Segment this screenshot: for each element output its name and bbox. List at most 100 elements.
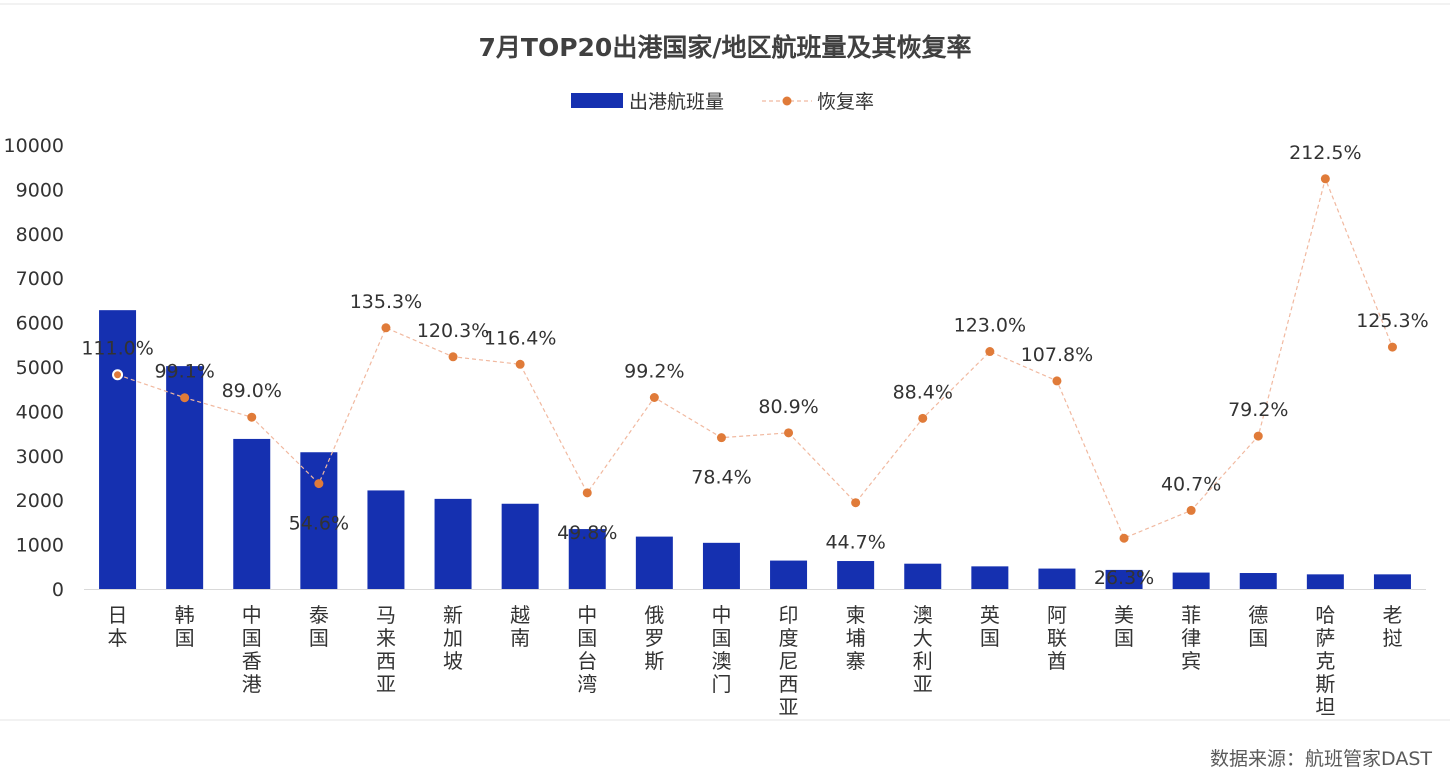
bar: [971, 566, 1009, 589]
recovery-rate-point: [918, 413, 928, 423]
bar: [837, 561, 875, 589]
bar: [99, 310, 137, 589]
recovery-rate-label: 78.4%: [691, 467, 751, 489]
bar: [434, 498, 472, 589]
recovery-rate-line: [117, 176, 1394, 540]
chart-title: 7月TOP20出港国家/地区航班量及其恢复率: [479, 33, 972, 62]
x-category-label: 俄罗斯: [644, 603, 664, 673]
bar: [770, 560, 808, 589]
x-category-label: 中国澳门: [711, 603, 731, 696]
recovery-rate-point: [314, 479, 324, 489]
recovery-rate-point: [784, 428, 794, 438]
x-category-label: 德国: [1248, 603, 1268, 650]
bar: [233, 438, 271, 589]
y-tick-label: 4000: [16, 401, 64, 423]
bar: [1373, 574, 1411, 589]
y-tick-label: 5000: [16, 357, 64, 379]
recovery-rate-label: 44.7%: [825, 532, 885, 554]
recovery-rate-label: 89.0%: [222, 380, 282, 402]
recovery-rate-label: 49.8%: [557, 522, 617, 544]
recovery-rate-label: 99.1%: [154, 361, 214, 383]
x-category-label: 哈萨克斯坦: [1315, 603, 1335, 719]
x-category-label: 泰国: [309, 603, 329, 650]
recovery-rate-label: 212.5%: [1289, 142, 1361, 164]
recovery-rate-point: [1320, 174, 1330, 184]
recovery-rate-point: [582, 488, 592, 498]
x-category-label: 阿联酋: [1047, 603, 1067, 673]
recovery-rate-point: [985, 347, 995, 357]
x-category-label: 新加坡: [443, 603, 463, 673]
y-tick-label: 2000: [16, 490, 64, 512]
recovery-rate-label: 107.8%: [1021, 344, 1093, 366]
bar: [300, 452, 338, 589]
recovery-rate-label: 125.3%: [1356, 310, 1428, 332]
recovery-rate-point: [1186, 505, 1196, 515]
y-tick-label: 7000: [16, 268, 64, 290]
x-category-label: 菲律宾: [1181, 603, 1201, 673]
x-category-label: 印度尼西亚: [779, 603, 799, 719]
recovery-rate-label: 135.3%: [350, 291, 422, 313]
recovery-rate-label: 120.3%: [417, 320, 489, 342]
recovery-rate-point: [1387, 342, 1397, 352]
bar: [501, 503, 539, 589]
recovery-rate-point: [851, 498, 861, 508]
recovery-rate-point: [1253, 431, 1263, 441]
source-note: 数据来源：航班管家DAST: [1210, 748, 1432, 770]
bar: [1105, 569, 1143, 589]
recovery-rate-label: 111.0%: [81, 338, 153, 360]
legend-bar-label: 出港航班量: [629, 91, 724, 113]
recovery-rate-point: [716, 433, 726, 443]
recovery-rate-point: [1119, 533, 1129, 543]
x-category-label: 英国: [980, 603, 1000, 650]
y-tick-label: 0: [52, 579, 64, 601]
recovery-rate-point: [180, 393, 190, 403]
recovery-rate-label: 99.2%: [624, 361, 684, 383]
bar: [1306, 574, 1344, 589]
recovery-rate-label: 88.4%: [893, 381, 953, 403]
x-category-label: 澳大利亚: [913, 603, 933, 696]
y-tick-label: 6000: [16, 313, 64, 335]
bar: [166, 366, 204, 589]
legend-point-swatch: [782, 96, 792, 106]
recovery-rate-point: [381, 323, 391, 333]
x-category-label: 老挝: [1382, 603, 1402, 650]
y-tick-label: 10000: [4, 135, 64, 157]
x-category-label: 日本: [108, 603, 128, 650]
recovery-rate-label: 26.3%: [1094, 567, 1154, 589]
recovery-rate-point: [448, 352, 458, 362]
recovery-rate-point: [649, 393, 659, 403]
bar: [904, 563, 942, 589]
bar: [1172, 572, 1210, 589]
bar: [367, 490, 405, 589]
recovery-rate-label: 123.0%: [954, 315, 1026, 337]
y-tick-label: 8000: [16, 224, 64, 246]
recovery-rate-point: [515, 359, 525, 369]
bar: [702, 542, 740, 589]
legend-line-label: 恢复率: [817, 91, 874, 113]
x-category-label: 韩国: [175, 603, 195, 650]
recovery-rate-label: 40.7%: [1161, 473, 1221, 495]
bar: [1038, 568, 1076, 589]
recovery-rate-point: [247, 412, 257, 422]
x-category-label: 美国: [1114, 603, 1134, 650]
recovery-rate-point: [1052, 376, 1062, 386]
x-category-label: 中国香港: [242, 603, 262, 696]
x-category-label: 越南: [510, 603, 530, 650]
x-category-label: 马来西亚: [376, 603, 396, 696]
bar: [635, 536, 673, 589]
legend-bar-swatch: [571, 93, 623, 108]
recovery-rate-point: [112, 369, 124, 381]
recovery-rate-label: 54.6%: [289, 513, 349, 535]
recovery-rate-label: 80.9%: [758, 396, 818, 418]
recovery-rate-label: 116.4%: [484, 327, 556, 349]
y-tick-label: 1000: [16, 535, 64, 557]
y-tick-label: 9000: [16, 179, 64, 201]
x-category-label: 中国台湾: [577, 603, 597, 696]
y-tick-label: 3000: [16, 446, 64, 468]
recovery-rate-label: 79.2%: [1228, 399, 1288, 421]
bar: [1239, 573, 1277, 589]
bar: [568, 529, 606, 589]
x-category-label: 柬埔寨: [846, 603, 866, 673]
